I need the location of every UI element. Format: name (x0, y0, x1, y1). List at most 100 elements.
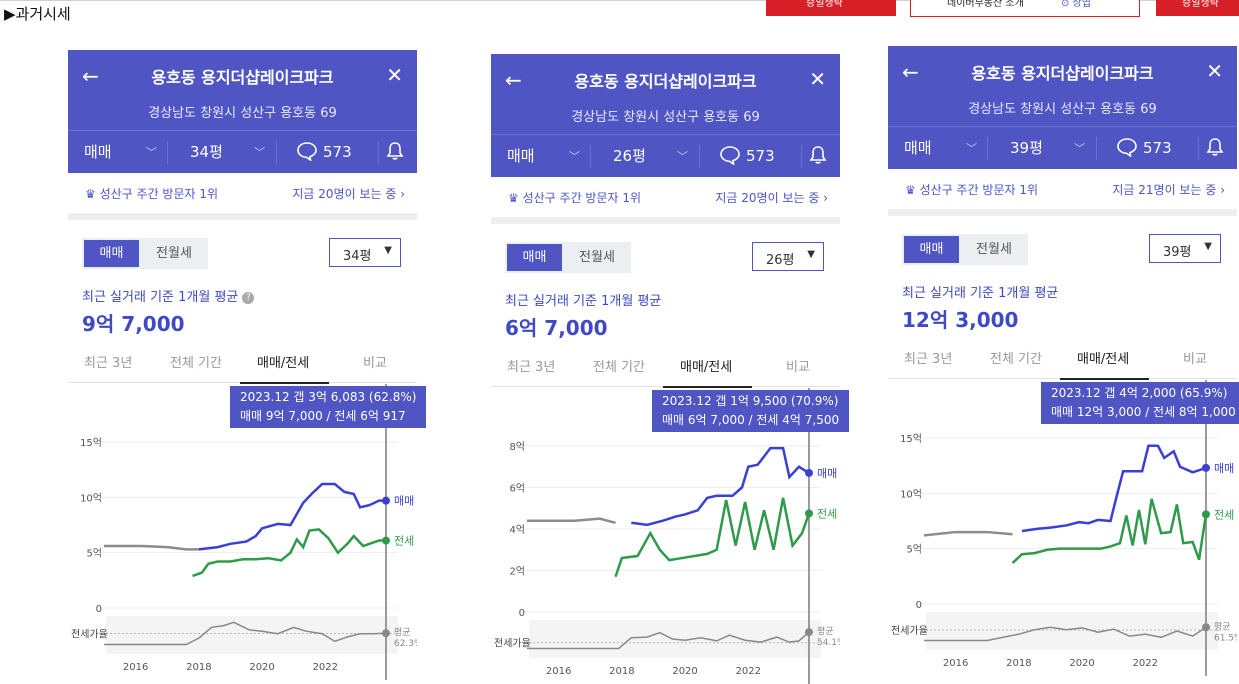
tab-all-period[interactable]: 전체 기간 (170, 356, 222, 371)
tab-compare[interactable]: 비교 (1183, 352, 1207, 367)
top-button-3[interactable]: 증일생략 (1156, 0, 1239, 16)
average-label: 최근 실거래 기준 1개월 평균 (505, 290, 661, 309)
comments-button[interactable]: 573 (1116, 127, 1172, 170)
top-button-1[interactable]: 증일생략 (766, 0, 896, 16)
tab-recent-3y[interactable]: 최근 3년 (904, 352, 953, 367)
tab-sale-jeonse[interactable]: 매매/전세 (257, 356, 310, 371)
back-arrow-icon[interactable]: ← (82, 64, 99, 88)
toggle-rent[interactable]: 전월세 (156, 246, 192, 261)
average-price: 9억 7,000 (82, 312, 185, 336)
size-dropdown-value: 34평 (343, 249, 372, 264)
trade-type-select[interactable]: 매매 (507, 147, 535, 165)
ratio-average-label: 평균 (1214, 621, 1231, 632)
viewers-text: 지금 20명이 보는 중 (715, 191, 820, 205)
tab-recent-3y[interactable]: 최근 3년 (507, 360, 556, 375)
apartment-address: 경상남도 창원시 성산구 용호동 69 (571, 110, 760, 125)
toggle-rent[interactable]: 전월세 (579, 250, 615, 265)
close-icon[interactable]: ✕ (1206, 59, 1223, 83)
size-dropdown[interactable]: 34평 ▼ (329, 238, 401, 267)
trade-type-select[interactable]: 매매 (84, 143, 112, 161)
size-dropdown[interactable]: 39평 ▼ (1149, 234, 1221, 263)
divider (699, 145, 700, 168)
apartment-address: 경상남도 창원시 성산구 용호동 69 (968, 102, 1157, 117)
sale-history-line (527, 517, 616, 524)
chevron-down-icon: ﹀ (966, 142, 977, 155)
y-tick-label: 10억 (900, 488, 922, 500)
sale-line (1021, 444, 1207, 533)
toggle-rent[interactable]: 전월세 (976, 242, 1012, 257)
back-arrow-icon[interactable]: ← (505, 68, 522, 92)
tab-all-period[interactable]: 전체 기간 (990, 352, 1042, 367)
top-button-2[interactable]: 네이버부동산 소개 ⊙ 상엽 (910, 0, 1140, 17)
y-tick-label: 0 (519, 608, 525, 619)
tab-compare[interactable]: 비교 (786, 360, 810, 375)
back-arrow-icon[interactable]: ← (902, 60, 919, 84)
page-title: ▶과거시세 (4, 5, 71, 23)
ratio-end-marker (804, 628, 813, 637)
listing-header: ← 용호동 용지더샵레이크파크 ✕ 경상남도 창원시 성산구 용호동 69 매매… (68, 50, 417, 173)
listing-header: ← 용호동 용지더샵레이크파크 ✕ 경상남도 창원시 성산구 용호동 69 매매… (888, 46, 1237, 169)
comments-button[interactable]: 573 (296, 131, 352, 174)
tab-sale-jeonse[interactable]: 매매/전세 (1077, 352, 1130, 367)
jeonse-line (614, 497, 811, 578)
size-select[interactable]: 34평 (190, 143, 223, 161)
toggle-sale[interactable]: 매매 (904, 236, 959, 263)
comments-button[interactable]: 573 (719, 135, 775, 178)
trade-type-select[interactable]: 매매 (904, 139, 932, 157)
tab-all-period[interactable]: 전체 기간 (593, 360, 645, 375)
tab-compare[interactable]: 비교 (363, 356, 387, 371)
ratio-end-marker (1201, 623, 1210, 632)
caret-down-icon: ▼ (807, 249, 815, 260)
active-tab-underline (1060, 378, 1149, 380)
x-tick-label: 2022 (313, 662, 338, 673)
ratio-average-value: 54.1% (817, 638, 840, 648)
caret-down-icon: ▼ (1204, 241, 1212, 252)
close-icon[interactable]: ✕ (386, 63, 403, 87)
ratio-area (926, 612, 1218, 650)
size-select[interactable]: 39평 (1010, 139, 1043, 157)
top-button-1-label: 증일생략 (806, 0, 843, 9)
chevron-down-icon: ﹀ (1074, 142, 1085, 155)
divider (1198, 137, 1199, 160)
help-icon[interactable]: ? (242, 292, 255, 304)
bell-icon[interactable] (809, 135, 827, 178)
listing-options-bar: 매매 ﹀ 34평 ﹀ 573 (68, 130, 417, 174)
listing-header: ← 용호동 용지더샵레이크파크 ✕ 경상남도 창원시 성산구 용호동 69 매매… (491, 54, 840, 177)
viewers-link[interactable]: 지금 20명이 보는 중 › (715, 189, 828, 206)
toggle-sale[interactable]: 매매 (84, 240, 139, 267)
viewers-link[interactable]: 지금 20명이 보는 중 › (292, 185, 405, 202)
y-tick-label: 4억 (509, 524, 525, 536)
close-icon[interactable]: ✕ (809, 67, 826, 91)
viewers-link[interactable]: 지금 21명이 보는 중 › (1112, 181, 1225, 198)
divider (801, 145, 802, 168)
trade-toggle: 매매 전월세 (82, 238, 208, 269)
x-tick-label: 2020 (672, 666, 697, 677)
bell-icon[interactable] (386, 131, 404, 174)
size-dropdown[interactable]: 26평 ▼ (752, 242, 824, 271)
top-button-2-extra: ⊙ 상엽 (1061, 0, 1091, 9)
size-dropdown-value: 26평 (766, 253, 795, 268)
tooltip-prices: 매매 12억 3,000 / 전세 8억 1,000 (1050, 405, 1236, 419)
jeonse-end-label: 전세 (394, 535, 414, 548)
toggle-sale[interactable]: 매매 (507, 244, 562, 271)
rank-bar: ♛ 성산구 주간 방문자 1위 지금 20명이 보는 중 › (491, 177, 840, 224)
listing-options-bar: 매매 ﹀ 26평 ﹀ 573 (491, 134, 840, 178)
crown-icon: ♛ (85, 187, 96, 201)
sale-end-marker (804, 468, 813, 477)
jeonse-line (192, 528, 387, 578)
sale-end-marker (1201, 463, 1210, 472)
tab-recent-3y[interactable]: 최근 3년 (84, 356, 133, 371)
crown-icon: ♛ (508, 191, 519, 205)
bell-icon[interactable] (1206, 127, 1224, 170)
jeonse-end-label: 전세 (1214, 508, 1234, 521)
jeonse-end-marker (381, 536, 390, 545)
tab-sale-jeonse[interactable]: 매매/전세 (680, 360, 733, 375)
size-select[interactable]: 26평 (613, 147, 646, 165)
rank-text: 성산구 주간 방문자 1위 (99, 187, 219, 201)
rank-text: 성산구 주간 방문자 1위 (919, 183, 1039, 197)
comment-icon (1117, 138, 1137, 158)
apartment-name: 용호동 용지더샵레이크파크 (971, 64, 1154, 83)
